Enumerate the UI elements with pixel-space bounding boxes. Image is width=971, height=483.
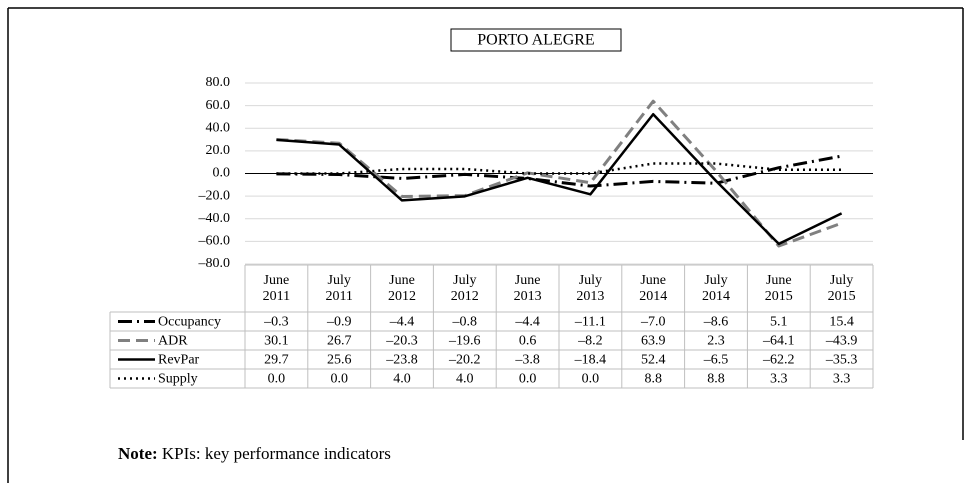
- x-tick-label: June 2015: [764, 273, 793, 304]
- table-value: 4.0: [456, 372, 474, 387]
- legend-label: RevPar: [158, 353, 200, 368]
- table-value: –4.4: [389, 315, 415, 330]
- table-value: 0.0: [519, 372, 537, 387]
- table-value: –19.6: [448, 334, 481, 349]
- table-value: –3.8: [514, 353, 540, 368]
- table-value: –11.1: [574, 315, 606, 330]
- x-tick-label: June 2014: [639, 273, 668, 304]
- table-value: 8.8: [644, 372, 662, 387]
- y-tick-label: –60.0: [198, 234, 231, 249]
- y-tick-label: 80.0: [206, 75, 231, 90]
- table-value: 25.6: [327, 353, 352, 368]
- table-value: –35.3: [825, 353, 858, 368]
- table-value: 30.1: [264, 334, 289, 349]
- table-value: 8.8: [707, 372, 725, 387]
- table-value: –64.1: [762, 334, 795, 349]
- series-line: [276, 99, 843, 248]
- table-value: 15.4: [829, 315, 854, 330]
- x-tick-label: July 2011: [325, 273, 353, 304]
- x-tick-label: June 2012: [388, 273, 416, 304]
- table-value: –0.9: [326, 315, 352, 330]
- table-value: 0.0: [582, 372, 600, 387]
- series-line: [276, 162, 842, 175]
- chart-title: PORTO ALEGRE: [477, 32, 594, 49]
- table-value: –8.6: [703, 315, 729, 330]
- y-tick-label: –80.0: [198, 256, 231, 271]
- table-value: 2.3: [707, 334, 725, 349]
- x-tick-label: July 2014: [702, 273, 730, 304]
- legend-label: Occupancy: [158, 315, 221, 330]
- x-tick-label: July 2013: [576, 273, 605, 304]
- x-tick-label: July 2015: [827, 273, 856, 304]
- legend-label: Supply: [158, 372, 198, 387]
- table-value: 0.6: [519, 334, 537, 349]
- y-tick-label: 20.0: [206, 143, 231, 158]
- table-value: 3.3: [833, 372, 851, 387]
- table-value: –6.5: [703, 353, 729, 368]
- y-tick-label: 40.0: [206, 120, 231, 135]
- x-tick-label: June 2011: [262, 273, 291, 304]
- title-box: [450, 28, 622, 52]
- table-value: 0.0: [268, 372, 286, 387]
- table-value: 52.4: [641, 353, 666, 368]
- table-value: 26.7: [327, 334, 352, 349]
- table-value: –43.9: [825, 334, 858, 349]
- table-value: –20.2: [448, 353, 481, 368]
- table-value: –0.3: [263, 315, 289, 330]
- table-value: 29.7: [264, 353, 289, 368]
- series-line: [276, 154, 842, 188]
- table-value: –20.3: [385, 334, 418, 349]
- note-label: Note:: [118, 444, 158, 463]
- table-value: –23.8: [385, 353, 418, 368]
- y-tick-label: –20.0: [198, 188, 231, 203]
- y-tick-label: –40.0: [198, 211, 231, 226]
- table-value: –0.8: [452, 315, 478, 330]
- note-text: KPIs: key performance indicators: [161, 444, 391, 463]
- x-tick-label: July 2012: [450, 273, 479, 304]
- table-value: –8.2: [577, 334, 603, 349]
- legend-label: ADR: [158, 334, 188, 349]
- table-value: 5.1: [770, 315, 788, 330]
- table-value: 4.0: [393, 372, 411, 387]
- table-value: 3.3: [770, 372, 788, 387]
- series-line: [276, 112, 843, 246]
- table-value: –7.0: [640, 315, 666, 330]
- table-value: –18.4: [574, 353, 607, 368]
- table-value: –62.2: [762, 353, 795, 368]
- table-value: 0.0: [330, 372, 348, 387]
- x-tick-label: June 2013: [513, 273, 542, 304]
- note: Note: KPIs: key performance indicators: [118, 444, 391, 464]
- table-value: –4.4: [514, 315, 540, 330]
- y-tick-label: 60.0: [206, 98, 231, 113]
- y-tick-label: 0.0: [213, 166, 231, 181]
- table-value: 63.9: [641, 334, 666, 349]
